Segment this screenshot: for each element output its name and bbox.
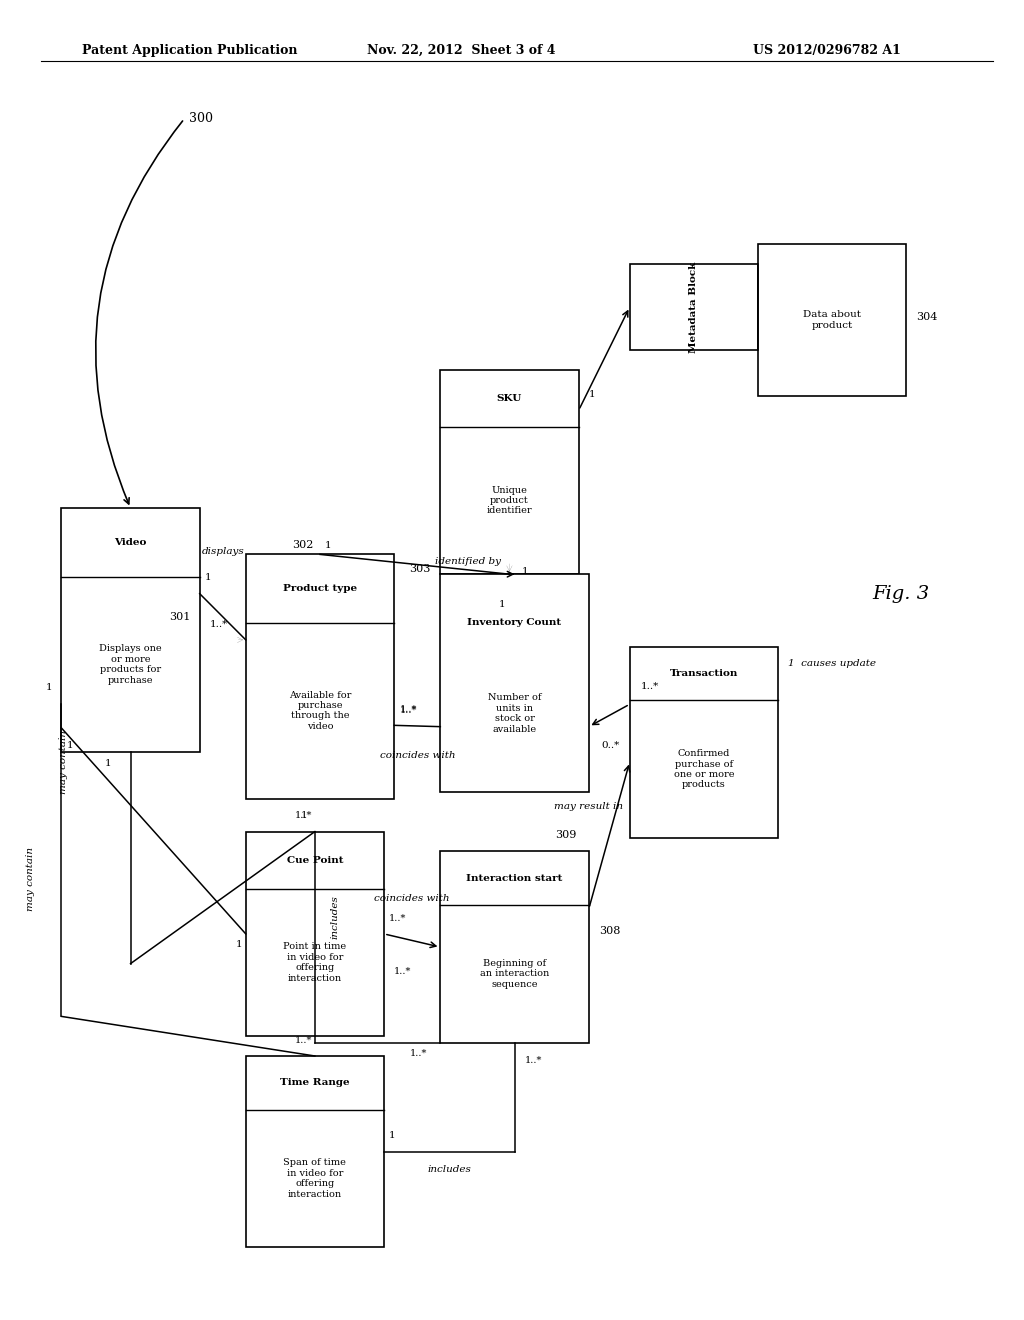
Text: 1..*: 1..* bbox=[641, 682, 659, 692]
Text: 1: 1 bbox=[522, 568, 528, 577]
FancyBboxPatch shape bbox=[61, 508, 200, 752]
Text: 303: 303 bbox=[409, 564, 430, 574]
FancyBboxPatch shape bbox=[246, 554, 394, 799]
Text: Transaction: Transaction bbox=[670, 669, 738, 678]
FancyBboxPatch shape bbox=[630, 264, 758, 350]
Text: US 2012/0296782 A1: US 2012/0296782 A1 bbox=[754, 44, 901, 57]
Text: 300: 300 bbox=[189, 112, 213, 125]
Text: 1: 1 bbox=[326, 541, 332, 550]
Text: 1: 1 bbox=[105, 759, 112, 768]
FancyBboxPatch shape bbox=[246, 1056, 384, 1247]
Text: displays: displays bbox=[202, 546, 244, 556]
Text: 0..*: 0..* bbox=[601, 742, 620, 751]
Text: 308: 308 bbox=[599, 925, 621, 936]
Text: may contain: may contain bbox=[59, 730, 69, 795]
Text: Data about
product: Data about product bbox=[803, 310, 861, 330]
Text: Displays one
or more
products for
purchase: Displays one or more products for purcha… bbox=[99, 644, 162, 685]
Text: Metadata Block: Metadata Block bbox=[689, 261, 698, 352]
Text: Interaction start: Interaction start bbox=[466, 874, 563, 883]
Text: Span of time
in video for
offering
interaction: Span of time in video for offering inter… bbox=[284, 1159, 346, 1199]
Text: Time Range: Time Range bbox=[281, 1078, 349, 1088]
Text: 1: 1 bbox=[46, 684, 52, 693]
Text: includes: includes bbox=[427, 1164, 471, 1173]
Text: 1..*: 1..* bbox=[295, 812, 311, 821]
Text: 1: 1 bbox=[205, 573, 211, 582]
Text: 1..*: 1..* bbox=[394, 966, 412, 975]
Text: 1: 1 bbox=[301, 812, 307, 821]
FancyBboxPatch shape bbox=[758, 244, 906, 396]
Text: Product type: Product type bbox=[283, 583, 357, 593]
Text: Nov. 22, 2012  Sheet 3 of 4: Nov. 22, 2012 Sheet 3 of 4 bbox=[367, 44, 555, 57]
Text: 304: 304 bbox=[916, 312, 938, 322]
Text: 1..*: 1..* bbox=[399, 706, 417, 715]
Text: 1: 1 bbox=[589, 391, 595, 400]
Text: 302: 302 bbox=[292, 540, 313, 550]
Text: Available for
purchase
through the
video: Available for purchase through the video bbox=[289, 690, 351, 731]
FancyBboxPatch shape bbox=[440, 574, 589, 792]
Text: 1  causes update: 1 causes update bbox=[788, 659, 877, 668]
Text: 1: 1 bbox=[67, 741, 73, 750]
Text: 1: 1 bbox=[500, 601, 506, 610]
Text: 1: 1 bbox=[389, 1131, 395, 1140]
Text: includes: includes bbox=[330, 895, 339, 940]
Text: coincides with: coincides with bbox=[380, 751, 455, 760]
Text: 301: 301 bbox=[169, 612, 190, 622]
Text: Number of
units in
stock or
available: Number of units in stock or available bbox=[487, 693, 542, 734]
Text: 1..*: 1..* bbox=[524, 1056, 542, 1065]
Text: Confirmed
purchase of
one or more
products: Confirmed purchase of one or more produc… bbox=[674, 750, 734, 789]
FancyBboxPatch shape bbox=[246, 832, 384, 1036]
Text: Fig. 3: Fig. 3 bbox=[872, 585, 930, 603]
Text: 1..*: 1..* bbox=[399, 705, 417, 714]
Text: may contain: may contain bbox=[27, 847, 35, 912]
FancyBboxPatch shape bbox=[440, 851, 589, 1043]
Text: 1..*: 1..* bbox=[295, 1036, 311, 1045]
Text: Inventory Count: Inventory Count bbox=[468, 618, 561, 627]
Text: 1..*: 1..* bbox=[389, 913, 407, 923]
Text: SKU: SKU bbox=[497, 393, 522, 403]
Text: 1: 1 bbox=[236, 940, 242, 949]
Text: 1..*: 1..* bbox=[210, 619, 228, 628]
Text: 309: 309 bbox=[555, 830, 577, 841]
FancyBboxPatch shape bbox=[440, 370, 579, 574]
Text: identified by: identified by bbox=[435, 557, 501, 566]
Text: Video: Video bbox=[115, 537, 146, 546]
FancyBboxPatch shape bbox=[630, 647, 778, 838]
Text: Cue Point: Cue Point bbox=[287, 855, 343, 865]
Text: Patent Application Publication: Patent Application Publication bbox=[82, 44, 297, 57]
Text: Unique
product
identifier: Unique product identifier bbox=[486, 486, 532, 515]
Text: Point in time
in video for
offering
interaction: Point in time in video for offering inte… bbox=[284, 942, 346, 982]
Text: 1..*: 1..* bbox=[410, 1049, 427, 1059]
Text: Beginning of
an interaction
sequence: Beginning of an interaction sequence bbox=[480, 960, 549, 989]
Text: coincides with: coincides with bbox=[375, 894, 450, 903]
Text: may result in: may result in bbox=[554, 801, 624, 810]
